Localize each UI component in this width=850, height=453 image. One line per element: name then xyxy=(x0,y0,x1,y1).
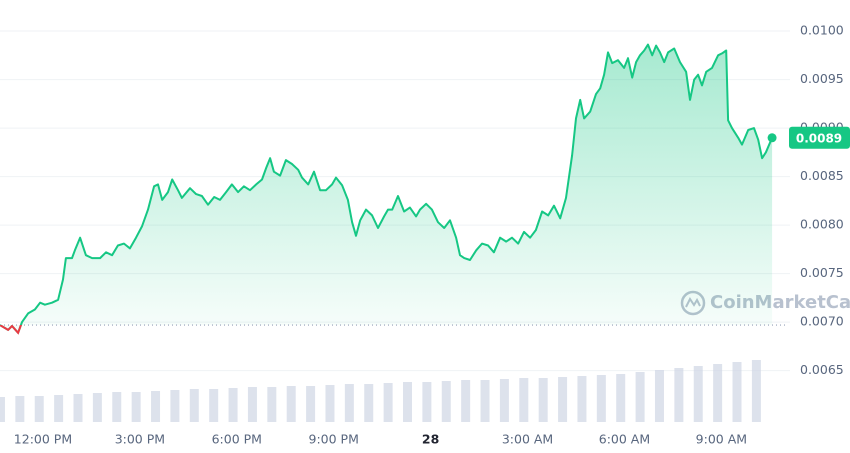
volume-bar xyxy=(15,396,25,422)
volume-bar xyxy=(732,362,742,422)
volume-bar xyxy=(713,364,723,422)
volume-bar xyxy=(34,396,44,422)
volume-bar xyxy=(635,372,645,422)
x-tick-label: 3:00 AM xyxy=(502,432,553,447)
volume-bar xyxy=(674,368,684,422)
volume-bar xyxy=(596,375,606,422)
current-price-badge xyxy=(789,126,850,149)
volume-bar xyxy=(480,380,490,422)
x-tick-label: 12:00 PM xyxy=(14,432,72,447)
volume-bar xyxy=(286,386,296,422)
price-area xyxy=(0,44,773,333)
volume-bar xyxy=(112,392,122,422)
volume-bar xyxy=(654,370,664,422)
volume-bar xyxy=(441,381,451,422)
volume-bar xyxy=(461,380,471,422)
volume-bar xyxy=(558,377,568,422)
x-tick-label: 28 xyxy=(422,432,439,447)
volume-bar xyxy=(228,388,238,422)
volume-bar xyxy=(499,379,509,422)
volume-bar xyxy=(616,374,626,422)
x-tick-label: 9:00 PM xyxy=(309,432,359,447)
y-tick-label: 0.0075 xyxy=(800,265,844,280)
x-tick-label: 6:00 AM xyxy=(599,432,650,447)
volume-bar xyxy=(751,360,761,422)
volume-bar xyxy=(189,389,199,422)
y-tick-label: 0.0070 xyxy=(800,314,844,329)
volume-bar xyxy=(73,394,83,422)
volume-bar xyxy=(577,376,587,422)
volume-bar xyxy=(364,384,374,422)
volume-bar xyxy=(209,389,219,422)
volume-bar xyxy=(344,384,354,422)
y-tick-label: 0.0065 xyxy=(800,362,844,377)
x-tick-label: 3:00 PM xyxy=(115,432,165,447)
volume-bar xyxy=(247,387,257,422)
volume-bar xyxy=(422,382,432,422)
volume-bar xyxy=(54,395,64,422)
last-point xyxy=(767,133,777,143)
current-price-label: 0.0089 xyxy=(796,131,842,145)
volume-bar xyxy=(519,378,529,422)
volume-bar xyxy=(170,390,180,422)
y-tick-label: 0.0095 xyxy=(800,71,844,86)
volume-bar xyxy=(403,382,413,422)
volume-bar xyxy=(306,386,316,422)
volume-bar xyxy=(0,397,5,422)
volume-bar xyxy=(151,391,161,422)
volume-bar xyxy=(325,385,335,422)
volume-bar xyxy=(693,366,703,422)
volume-bar xyxy=(131,392,141,422)
volume-bar xyxy=(383,383,393,422)
price-line xyxy=(0,43,774,334)
x-tick-label: 6:00 PM xyxy=(212,432,262,447)
volume-bar xyxy=(92,393,102,422)
volume-bar xyxy=(538,378,548,422)
x-tick-label: 9:00 AM xyxy=(696,432,747,447)
y-tick-label: 0.0085 xyxy=(800,168,844,183)
y-tick-label: 0.0080 xyxy=(800,217,844,232)
y-tick-label: 0.0100 xyxy=(800,23,844,38)
volume-bar xyxy=(267,387,277,422)
